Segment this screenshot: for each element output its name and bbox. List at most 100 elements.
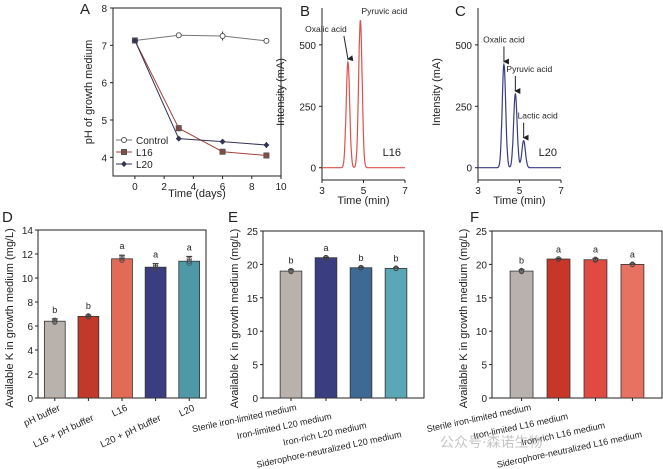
replicate-point — [85, 313, 91, 319]
peak-label: Oxalic acid — [305, 24, 347, 34]
y-tick-label: 10 — [22, 274, 34, 285]
x-tick-label: 0 — [132, 182, 138, 193]
legend-marker — [121, 137, 127, 143]
chromatogram-trace — [478, 62, 561, 169]
y-tick-label: 0 — [481, 394, 487, 405]
x-axis-label: Time (days) — [168, 188, 226, 200]
y-axis-label: Available K in growth medium (mg/L) — [229, 229, 241, 409]
peak-arrow — [343, 35, 354, 62]
plot-frame — [491, 230, 663, 399]
x-tick-label: 7 — [558, 186, 564, 197]
x-tick-label: 7 — [402, 186, 408, 197]
y-tick-label: 4 — [101, 153, 107, 164]
replicate-point — [186, 258, 192, 264]
y-tick-label: 8 — [101, 4, 107, 15]
y-axis-label: pH of growth medium — [83, 40, 95, 145]
bar — [43, 320, 66, 399]
y-tick-label: 15 — [247, 294, 259, 305]
category-label: L20 — [177, 403, 196, 420]
y-tick-label: 5 — [101, 116, 107, 127]
legend-marker — [121, 161, 127, 167]
x-tick-label: 10 — [275, 182, 287, 193]
x-tick-label: 2 — [161, 182, 167, 193]
significance-letter: a — [630, 250, 635, 260]
replicate-point — [153, 264, 159, 270]
bar — [546, 258, 571, 399]
replicate-point — [393, 265, 399, 271]
peak-label: Pyruvic acid — [506, 64, 552, 74]
y-tick-label: 6 — [101, 79, 107, 90]
category-label: L20 + pH buffer — [99, 413, 163, 451]
panel-label-c: C — [455, 3, 466, 20]
plot-frame — [262, 230, 425, 399]
y-axis-label: Available K in growth medium (mg/L) — [4, 228, 16, 408]
replicate-point — [153, 263, 159, 269]
significance-letter: a — [119, 241, 124, 251]
bar — [279, 270, 303, 399]
replicate-point — [186, 256, 192, 262]
category-label: L16 — [110, 403, 129, 420]
y-tick-label: 20 — [476, 260, 488, 271]
significance-letter: a — [323, 243, 328, 253]
legend-label: L20 — [136, 160, 153, 171]
bar — [111, 258, 133, 399]
sample-label: L20 — [539, 147, 557, 159]
data-point — [263, 142, 270, 149]
significance-letter: a — [153, 250, 158, 260]
x-tick-label: 3 — [319, 186, 325, 197]
y-axis-label: Intensity (mA) — [275, 58, 287, 126]
significance-letter: b — [393, 254, 398, 264]
y-tick-label: 4 — [27, 346, 33, 357]
category-label: pH buffer — [22, 403, 62, 429]
y-tick-label: 15 — [476, 294, 488, 305]
y-tick-label: 0 — [27, 394, 33, 405]
series-line-l20 — [134, 40, 267, 146]
significance-letter: b — [519, 256, 524, 266]
significance-letter: b — [358, 253, 363, 263]
y-tick-label: 14 — [22, 226, 34, 237]
x-tick-label: 6 — [220, 182, 226, 193]
data-point — [263, 152, 270, 159]
replicate-point — [119, 257, 125, 263]
y-tick-label: 5 — [481, 361, 487, 372]
peak-label: Lactic acid — [518, 111, 558, 121]
watermark: 公众号·森诺生物 — [440, 435, 543, 451]
panel-label-b: B — [300, 3, 310, 20]
y-axis-label: Available K in growth medium (mg/L) — [458, 229, 470, 409]
plot-frame — [112, 7, 282, 177]
y-tick-label: 250 — [299, 102, 316, 113]
x-tick-label: 5 — [517, 186, 523, 197]
replicate-point — [629, 261, 635, 267]
panel-label-a: A — [80, 1, 90, 18]
y-tick-label: 0 — [252, 394, 258, 405]
bar — [77, 315, 100, 399]
replicate-point — [592, 256, 599, 262]
significance-letter: a — [187, 242, 192, 252]
y-tick-label: 25 — [476, 227, 488, 238]
y-tick-label: 0 — [466, 164, 472, 175]
significance-letter: a — [556, 244, 561, 254]
data-point — [219, 148, 226, 155]
replicate-point — [153, 266, 159, 272]
panel-label-f: F — [470, 209, 479, 226]
x-axis-label: Time (min) — [337, 195, 389, 207]
bar — [583, 259, 608, 399]
bar — [620, 263, 645, 399]
chromatogram-trace — [322, 20, 405, 169]
data-point — [175, 32, 182, 39]
significance-letter: b — [52, 305, 57, 315]
data-point — [219, 138, 226, 145]
y-tick-label: 20 — [247, 260, 259, 271]
panel-label-e: E — [228, 209, 238, 226]
replicate-point — [358, 264, 364, 270]
replicate-point — [52, 317, 58, 323]
panel-label-d: D — [2, 209, 13, 226]
significance-letter: a — [593, 244, 598, 254]
significance-letter: b — [86, 301, 91, 311]
replicate-point — [323, 254, 329, 260]
legend-label: L16 — [136, 148, 153, 159]
replicate-point — [519, 267, 525, 274]
bar — [384, 268, 408, 399]
significance-letter: b — [288, 256, 293, 266]
